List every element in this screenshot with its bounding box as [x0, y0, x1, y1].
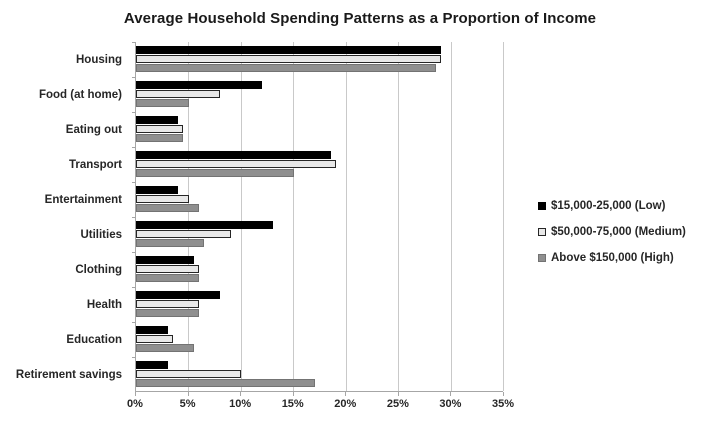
y-tick — [132, 252, 136, 253]
y-tick — [132, 147, 136, 148]
gridline — [188, 42, 190, 391]
bar — [136, 46, 441, 54]
gridline — [398, 42, 400, 391]
gridline — [293, 42, 295, 391]
bar — [136, 90, 221, 98]
gridline — [345, 42, 347, 391]
y-tick — [132, 357, 136, 358]
category-axis: Housing Food (at home) Eating out Transport… — [0, 42, 128, 392]
x-tick-label: 25% — [386, 398, 409, 410]
bar-group — [136, 112, 503, 147]
x-tick-label: 30% — [439, 398, 462, 410]
legend-marker-icon — [538, 202, 546, 210]
bar — [136, 160, 336, 168]
x-tick-mark — [397, 392, 399, 396]
x-tick-label: 5% — [179, 398, 196, 410]
legend-entry: Above $150,000 (High) — [538, 245, 718, 271]
y-tick — [132, 217, 136, 218]
legend: $15,000-25,000 (Low) $50,000-75,000 (Medi… — [538, 193, 718, 271]
bar-group — [136, 147, 503, 182]
legend-entry: $15,000-25,000 (Low) — [538, 193, 718, 219]
y-tick — [132, 322, 136, 323]
bar — [136, 300, 200, 308]
x-tick-label: 20% — [334, 398, 357, 410]
bar — [136, 204, 200, 212]
category-label: Utilities — [80, 228, 122, 241]
x-tick-mark — [450, 392, 452, 396]
y-tick — [132, 182, 136, 183]
bar — [136, 239, 205, 247]
bar-group — [136, 182, 503, 217]
legend-marker-icon — [538, 228, 546, 236]
category-label: Clothing — [75, 263, 122, 276]
bar — [136, 309, 200, 317]
bar-group — [136, 42, 503, 77]
bar — [136, 195, 189, 203]
bar — [136, 265, 200, 273]
bar — [136, 361, 168, 369]
bar — [136, 151, 331, 159]
gridline — [450, 42, 452, 391]
legend-label: $50,000-75,000 (Medium) — [551, 226, 686, 238]
bar — [136, 99, 189, 107]
bar — [136, 64, 436, 72]
bar — [136, 291, 221, 299]
legend-entry: $50,000-75,000 (Medium) — [538, 219, 718, 245]
x-tick-label: 10% — [229, 398, 252, 410]
category-label: Health — [86, 298, 122, 311]
legend-label: $15,000-25,000 (Low) — [551, 200, 666, 212]
y-tick — [132, 112, 136, 113]
y-tick — [132, 77, 136, 78]
category-label: Housing — [76, 53, 122, 66]
bar-group — [136, 357, 503, 392]
gridline — [503, 42, 504, 391]
bar — [136, 55, 441, 63]
bar-group — [136, 77, 503, 112]
bar — [136, 116, 179, 124]
category-label: Entertainment — [44, 193, 122, 206]
x-tick-label: 35% — [491, 398, 515, 410]
bar — [136, 125, 184, 133]
bar — [136, 274, 200, 282]
x-tick-mark — [240, 392, 242, 396]
category-label: Eating out — [65, 123, 122, 136]
category-label: Retirement savings — [15, 368, 122, 381]
category-label: Education — [66, 333, 122, 346]
bar — [136, 221, 273, 229]
bar-group — [136, 287, 503, 322]
gridline — [240, 42, 242, 391]
bar — [136, 256, 194, 264]
x-tick-label: 0% — [127, 398, 143, 410]
x-tick-mark — [135, 392, 136, 396]
x-tick-mark — [292, 392, 294, 396]
category-label: Transport — [68, 158, 122, 171]
y-tick — [132, 287, 136, 288]
bar — [136, 335, 173, 343]
x-tick-label: 15% — [281, 398, 304, 410]
bar — [136, 379, 315, 387]
x-tick-mark — [345, 392, 347, 396]
bar-group — [136, 217, 503, 252]
bar — [136, 81, 263, 89]
y-tick — [132, 42, 136, 43]
bar — [136, 326, 168, 334]
bar-group — [136, 252, 503, 287]
x-tick-mark — [503, 392, 504, 396]
bar — [136, 344, 194, 352]
category-label: Food (at home) — [38, 88, 122, 101]
legend-marker-icon — [538, 254, 546, 262]
bar — [136, 186, 179, 194]
bar — [136, 134, 184, 142]
x-tick-mark — [187, 392, 189, 396]
plot-area — [132, 42, 504, 392]
bar — [136, 169, 294, 177]
bar — [136, 230, 231, 238]
legend-label: Above $150,000 (High) — [551, 252, 674, 264]
chart-title: Average Household Spending Patterns as a… — [123, 10, 597, 27]
x-axis: 0% 5% 10% 15% 20% 25% 30% 35% — [0, 392, 720, 418]
bar-group — [136, 322, 503, 357]
bar — [136, 370, 242, 378]
